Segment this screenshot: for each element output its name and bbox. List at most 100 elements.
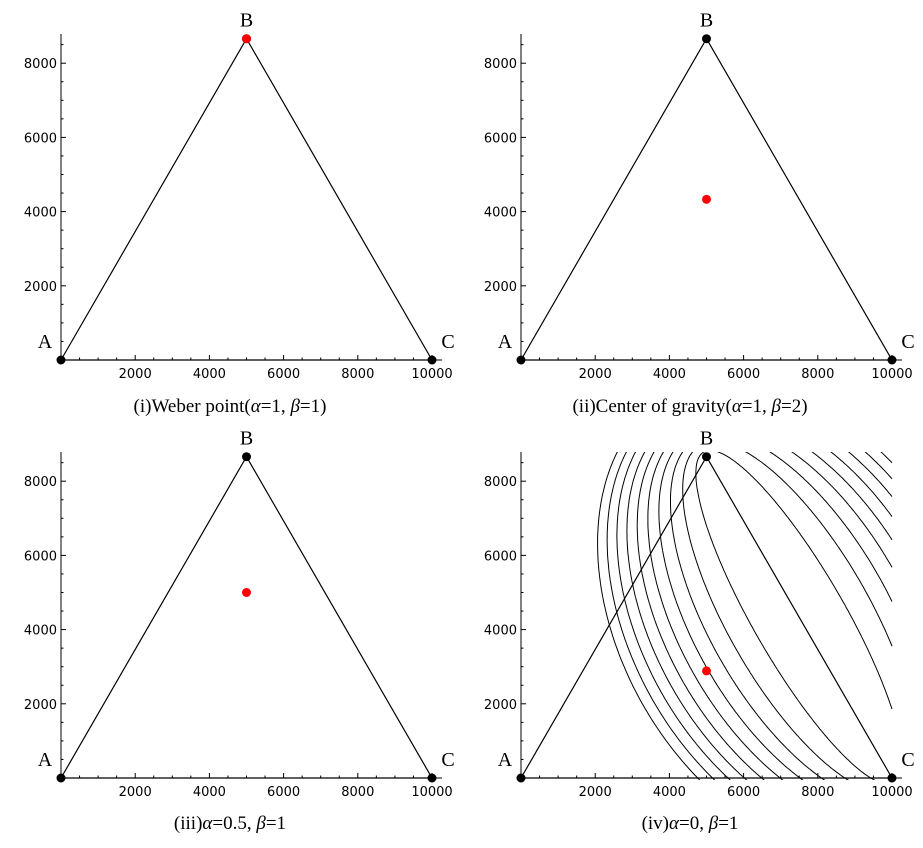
triangle-outline xyxy=(59,455,434,779)
beta-symbol: β xyxy=(256,813,266,834)
x-tick-label: 10000 xyxy=(411,367,452,382)
x-tick-label: 2000 xyxy=(119,785,152,800)
contour-level-line xyxy=(670,452,893,780)
alpha-value: =0, xyxy=(679,813,709,834)
vertex-point xyxy=(56,773,66,783)
x-tick-label: 2000 xyxy=(579,367,612,382)
y-tick-label: 6000 xyxy=(24,131,57,146)
y-tick-label: 2000 xyxy=(24,280,57,295)
alpha-value: =1, xyxy=(741,396,772,417)
vertex-point xyxy=(887,355,897,365)
y-tick-label: 4000 xyxy=(484,206,517,221)
optimum-point xyxy=(242,588,251,597)
vertex-point xyxy=(56,355,66,365)
y-tick-label: 4000 xyxy=(24,206,57,221)
contour-lines xyxy=(597,452,893,780)
contour-chart-center-of-gravity: 2000 4000 6000 8000 10000 2000 4000 6000 8000 A B C xyxy=(484,10,915,382)
contour-level-line xyxy=(682,452,893,780)
y-tick-label: 6000 xyxy=(484,549,517,564)
x-tick-label: 4000 xyxy=(193,785,226,800)
alpha-symbol: α xyxy=(202,813,213,834)
beta-symbol: β xyxy=(771,396,781,417)
y-tick-label: 8000 xyxy=(24,475,57,490)
caption-prefix: (iv) xyxy=(641,813,670,834)
y-tick-label: 8000 xyxy=(24,57,57,72)
vertex-point xyxy=(427,355,437,365)
x-tick-label: 2000 xyxy=(119,367,152,382)
vertex-label: B xyxy=(240,10,253,32)
contour-level-line xyxy=(597,452,701,780)
panel-caption: (iv)α=0, β=1 xyxy=(460,813,920,835)
x-tick-label: 8000 xyxy=(341,367,374,382)
x-tick-label: 8000 xyxy=(801,785,834,800)
beta-symbol: β xyxy=(290,396,300,417)
x-tick-label: 8000 xyxy=(801,367,834,382)
vertex-point xyxy=(516,773,526,783)
vertex-label: A xyxy=(498,331,513,353)
panel-caption: (iii)α=0.5, β=1 xyxy=(0,813,460,835)
vertex-point xyxy=(702,452,711,462)
vertex-label: C xyxy=(901,331,914,353)
axis-ticks: 2000 4000 6000 8000 10000 2000 4000 6000 8000 xyxy=(24,44,453,382)
alpha-value: =0.5, xyxy=(212,813,257,834)
caption-prefix: (ii)Center of gravity( xyxy=(572,396,732,417)
vertex-point xyxy=(516,355,526,365)
optimum-point xyxy=(702,666,711,676)
optimum-point xyxy=(242,34,251,44)
y-tick-label: 8000 xyxy=(484,57,517,72)
beta-value: =2) xyxy=(780,396,808,417)
x-tick-label: 8000 xyxy=(341,785,374,800)
vertex-label: A xyxy=(38,749,53,771)
y-tick-label: 4000 xyxy=(24,624,57,639)
contour-chart-alpha-0: 2000 4000 6000 8000 10000 2000 4000 6000 8000 A B C xyxy=(484,428,915,800)
contour-level-line xyxy=(606,452,893,780)
vertex-label: A xyxy=(38,331,53,353)
contour-level-line xyxy=(647,452,893,780)
x-tick-label: 4000 xyxy=(653,367,686,382)
beta-value: =1) xyxy=(299,396,327,417)
x-tick-label: 6000 xyxy=(727,367,760,382)
y-tick-label: 8000 xyxy=(484,475,517,490)
vertex-point xyxy=(427,773,437,783)
axis-ticks: 2000 4000 6000 8000 10000 2000 4000 6000 8000 xyxy=(484,44,913,382)
vertex-label: C xyxy=(441,749,454,771)
vertex-label: C xyxy=(441,331,454,353)
x-tick-label: 2000 xyxy=(579,785,612,800)
x-tick-label: 4000 xyxy=(653,785,686,800)
x-tick-label: 6000 xyxy=(267,785,300,800)
y-tick-label: 4000 xyxy=(484,624,517,639)
beta-value: =1 xyxy=(718,813,739,834)
triangle-outline xyxy=(59,37,434,361)
x-tick-label: 4000 xyxy=(193,367,226,382)
beta-symbol: β xyxy=(708,813,719,834)
contour-chart-weber: 2000 4000 6000 8000 10000 2000 4000 6000 8000 A B C xyxy=(24,10,455,382)
vertex-label: A xyxy=(498,749,513,771)
y-tick-label: 2000 xyxy=(484,280,517,295)
y-tick-label: 2000 xyxy=(24,698,57,713)
triangle-outline xyxy=(519,455,894,779)
x-tick-label: 10000 xyxy=(871,367,912,382)
contour-level-line xyxy=(626,452,893,780)
x-tick-label: 10000 xyxy=(871,785,912,800)
y-tick-label: 2000 xyxy=(484,698,517,713)
vertex-label: B xyxy=(240,428,253,450)
caption-prefix: (i)Weber point( xyxy=(133,396,251,417)
y-tick-label: 6000 xyxy=(484,131,517,146)
alpha-symbol: α xyxy=(731,396,742,417)
axis-ticks: 2000 4000 6000 8000 10000 2000 4000 6000 8000 xyxy=(24,462,453,800)
contour-chart-alpha-0-5: 2000 4000 6000 8000 10000 2000 4000 6000 8000 A B C xyxy=(24,428,455,800)
vertex-point xyxy=(702,34,711,44)
vertex-label: B xyxy=(700,10,713,32)
y-tick-label: 6000 xyxy=(24,549,57,564)
panel-caption: (i)Weber point(α=1, β=1) xyxy=(0,396,460,418)
x-tick-label: 6000 xyxy=(267,367,300,382)
vertex-label: B xyxy=(700,428,713,450)
x-tick-label: 6000 xyxy=(727,785,760,800)
optimum-point xyxy=(702,194,711,204)
x-tick-label: 10000 xyxy=(411,785,452,800)
alpha-value: =1, xyxy=(260,396,291,417)
vertex-point xyxy=(887,773,897,783)
alpha-symbol: α xyxy=(669,813,679,834)
alpha-symbol: α xyxy=(250,396,261,417)
vertex-point xyxy=(242,452,251,462)
